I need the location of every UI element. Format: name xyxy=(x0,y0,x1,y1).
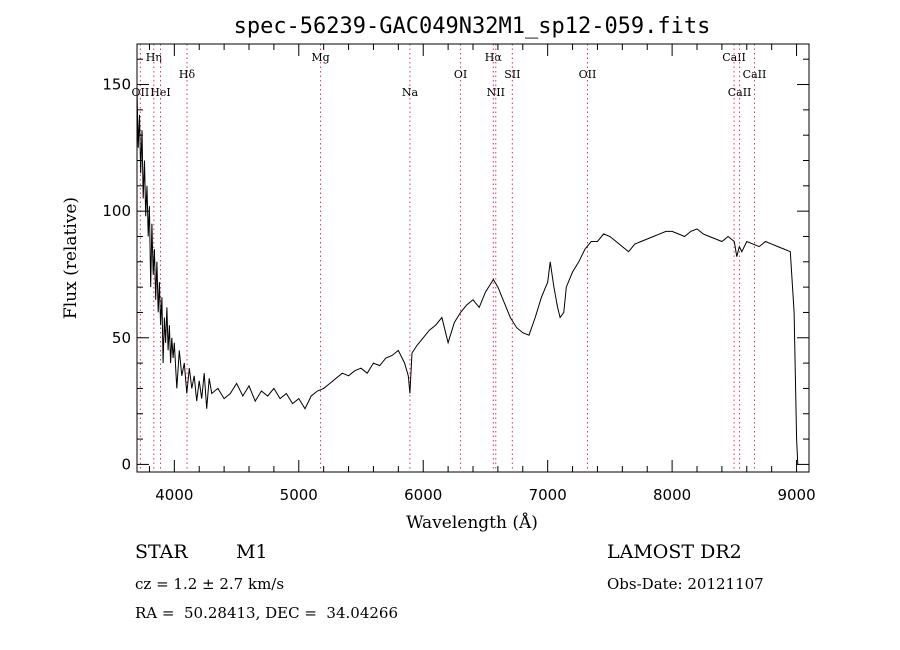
x-tick-label-1: 5000 xyxy=(280,486,318,504)
y-tick-label-2: 100 xyxy=(102,202,131,220)
line-label-2: Mg xyxy=(311,51,329,64)
y-axis: 0 50 100 150 xyxy=(102,58,809,473)
line-label-0: Hη xyxy=(146,51,162,64)
line-label-9: CaII xyxy=(722,51,746,64)
chart-title: spec-56239-GAC049N32M1_sp12-059.fits xyxy=(234,14,711,39)
coordinates: RA = 50.28413, DEC = 34.04266 xyxy=(135,604,399,622)
line-label-11: CaII xyxy=(743,68,767,81)
line-label-7: SII xyxy=(504,68,520,81)
survey-name: LAMOST DR2 xyxy=(607,541,742,563)
x-tick-label-0: 4000 xyxy=(155,486,193,504)
object-class: STAR xyxy=(135,541,188,563)
line-label-6: NII xyxy=(487,86,505,99)
spectrum-line xyxy=(136,89,799,465)
x-tick-label-5: 9000 xyxy=(777,486,815,504)
object-subclass: M1 xyxy=(236,541,268,563)
line-label-12: OII xyxy=(132,86,150,99)
y-tick-label-1: 50 xyxy=(112,329,131,347)
y-tick-label-3: 150 xyxy=(102,76,131,94)
x-axis: 4000 5000 6000 7000 8000 9000 xyxy=(148,44,816,504)
plot-frame xyxy=(136,43,810,473)
line-label-3: Na xyxy=(402,86,419,99)
y-tick-label-0: 0 xyxy=(121,455,131,473)
x-tick-label-2: 6000 xyxy=(404,486,442,504)
line-label-1: Hδ xyxy=(179,68,196,81)
y-axis-label: Flux (relative) xyxy=(61,197,81,319)
observation-date: Obs-Date: 20121107 xyxy=(607,575,764,593)
line-label-5: Hα xyxy=(485,51,503,64)
line-label-10: CaII xyxy=(728,86,752,99)
line-label-13: HeI xyxy=(150,86,170,99)
line-label-4: OI xyxy=(454,68,467,81)
x-tick-label-3: 7000 xyxy=(529,486,567,504)
x-tick-label-4: 8000 xyxy=(653,486,691,504)
line-label-8: OII xyxy=(579,68,597,81)
x-axis-label: Wavelength (Å) xyxy=(406,512,538,533)
redshift-cz: cz = 1.2 ± 2.7 km/s xyxy=(135,575,285,593)
